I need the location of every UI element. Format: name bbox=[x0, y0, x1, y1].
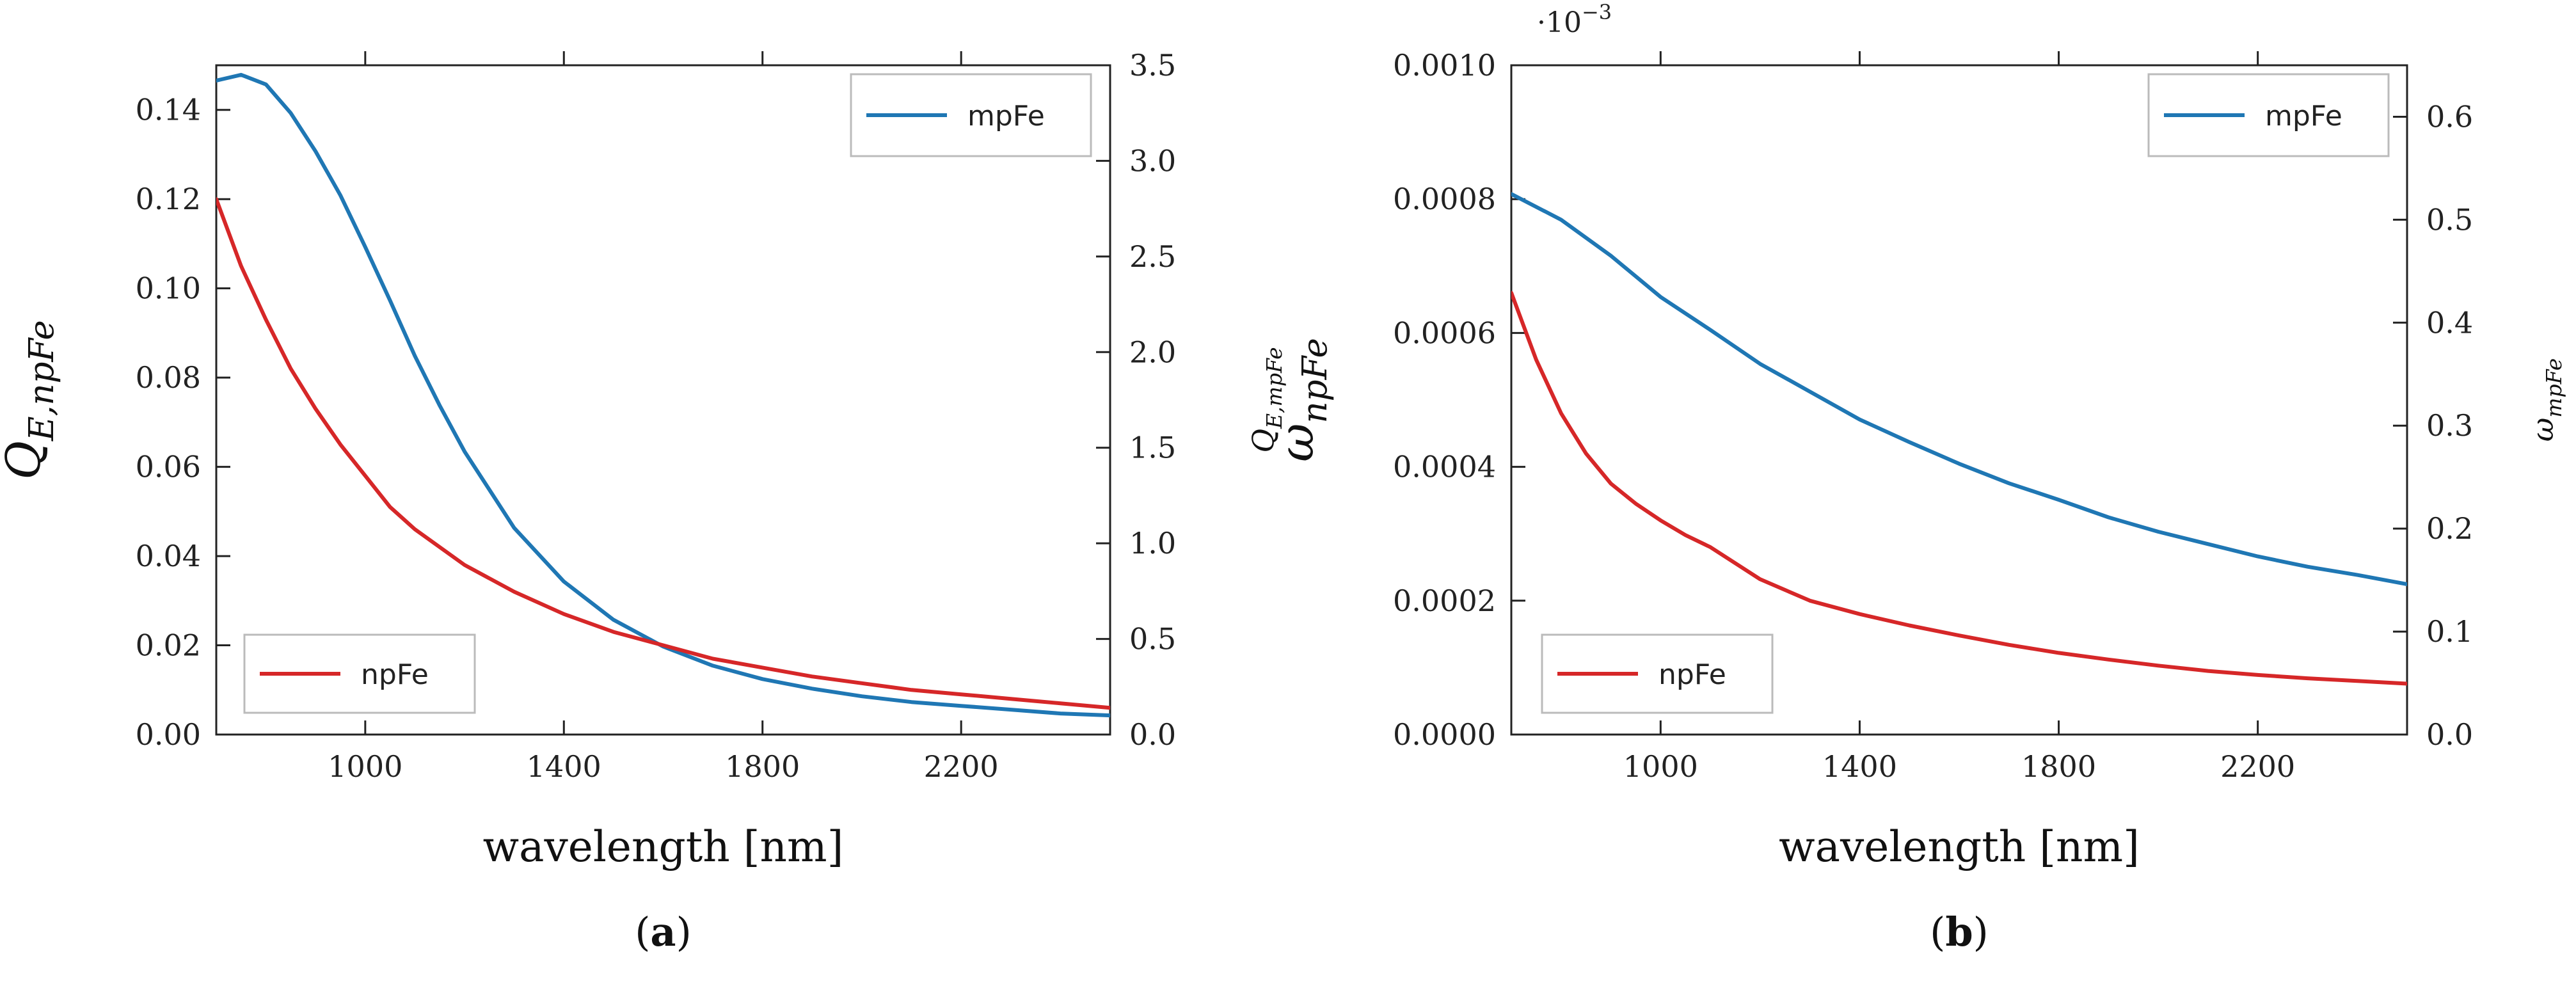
y-right-tick-label: 3.5 bbox=[1129, 48, 1176, 83]
x-axis-label: wavelength [nm] bbox=[1779, 822, 2140, 871]
series-line-mpFe bbox=[216, 72, 1110, 718]
plot-frame bbox=[1510, 64, 2408, 736]
panel-caption: (a) bbox=[635, 909, 692, 955]
y-left-axis-label: QE,npFe bbox=[0, 320, 61, 480]
y-left-tick-label: 0.0002 bbox=[1393, 584, 1496, 618]
y-left-axis-label-subscript: E,npFe bbox=[22, 320, 61, 441]
y-left-axis-label-symbol: Q bbox=[0, 441, 51, 480]
y-right-tick-label: 0.3 bbox=[2426, 408, 2473, 443]
y-right-tick-label: 2.5 bbox=[1129, 239, 1176, 274]
panel-caption-letter: a bbox=[650, 909, 676, 955]
y-left-tick-label: 0.0008 bbox=[1393, 182, 1496, 216]
y-right-tick-label: 0.2 bbox=[2426, 511, 2473, 546]
y-right-tick-label: 0.5 bbox=[1129, 622, 1176, 656]
x-tick-label: 1400 bbox=[527, 749, 601, 784]
y-right-tick-label: 0.5 bbox=[2426, 202, 2473, 237]
y-right-tick-label: 0.0 bbox=[1129, 717, 1176, 752]
legend-label-npFe: npFe bbox=[361, 658, 429, 691]
y-left-tick-label: 0.10 bbox=[136, 271, 201, 306]
y-right-tick-label: 3.0 bbox=[1129, 143, 1176, 178]
x-tick-label: 1000 bbox=[1623, 749, 1698, 784]
legend-label-mpFe: mpFe bbox=[967, 100, 1045, 132]
axis-multiplier: ·10−3 bbox=[1537, 0, 1612, 39]
y-left-tick-label: 0.06 bbox=[136, 450, 201, 484]
y-left-tick-label: 0.04 bbox=[136, 539, 201, 573]
y-right-tick-label: 0.6 bbox=[2426, 99, 2473, 134]
panel-caption-open: ( bbox=[635, 909, 650, 955]
y-left-tick-label: 0.0000 bbox=[1393, 717, 1496, 752]
panel-b: 1000 1400 1800 2200 0.0000 0.0002 0.0004 0.0006… bbox=[1269, 0, 2566, 955]
x-tick-label: 1800 bbox=[2021, 749, 2096, 784]
y-left-axis-label-symbol: ω bbox=[1269, 423, 1324, 461]
panel-caption-close: ) bbox=[1973, 909, 1989, 955]
x-tick-label: 1800 bbox=[725, 749, 800, 784]
series-line-npFe bbox=[216, 197, 1110, 710]
y-left-tick-label: 0.0006 bbox=[1393, 315, 1496, 350]
y-right-tick-label: 1.0 bbox=[1129, 526, 1176, 561]
y-right-axis-label-symbol: Q bbox=[1246, 429, 1280, 453]
y-left-tick-label: 0.12 bbox=[136, 182, 201, 216]
y-right-axis-label: QE,mpFe bbox=[1246, 347, 1287, 452]
y-right-axis-label-subscript: E,mpFe bbox=[1262, 347, 1287, 429]
panel-caption: (b) bbox=[1930, 909, 1989, 955]
y-right-axis-label-symbol: ω bbox=[2525, 418, 2560, 442]
axis-multiplier-exponent: −3 bbox=[1582, 0, 1612, 24]
legend-label-npFe: npFe bbox=[1658, 658, 1726, 691]
x-axis-label: wavelength [nm] bbox=[483, 822, 844, 871]
series-line-npFe bbox=[1511, 290, 2407, 686]
plot-frame bbox=[215, 64, 1111, 736]
panel-caption-open: ( bbox=[1930, 909, 1945, 955]
y-left-tick-label: 0.00 bbox=[136, 717, 201, 752]
panel-caption-letter: b bbox=[1945, 909, 1973, 955]
y-left-tick-label: 0.14 bbox=[136, 93, 201, 127]
y-right-tick-label: 0.1 bbox=[2426, 614, 2473, 649]
y-left-tick-label: 0.08 bbox=[136, 360, 201, 395]
y-right-tick-label: 2.0 bbox=[1129, 335, 1176, 369]
panel-a: 1000 1400 1800 2200 0.00 0.02 0.04 0.06 0.08 0.10… bbox=[0, 48, 1287, 955]
x-tick-label: 1000 bbox=[328, 749, 402, 784]
y-right-axis-label: ωmpFe bbox=[2525, 358, 2566, 442]
y-right-axis-label-subscript: mpFe bbox=[2541, 358, 2566, 418]
x-tick-label: 2200 bbox=[2220, 749, 2295, 784]
y-left-tick-label: 0.02 bbox=[136, 628, 201, 663]
y-right-tick-label: 1.5 bbox=[1129, 431, 1176, 465]
legend-label-mpFe: mpFe bbox=[2265, 100, 2342, 132]
series-line-mpFe bbox=[1511, 192, 2407, 587]
y-left-tick-label: 0.0010 bbox=[1393, 48, 1496, 83]
y-right-tick-label: 0.4 bbox=[2426, 305, 2473, 340]
x-tick-label: 2200 bbox=[924, 749, 999, 784]
y-left-tick-label: 0.0004 bbox=[1393, 450, 1496, 484]
y-left-axis-label-subscript: npFe bbox=[1296, 338, 1335, 423]
y-right-tick-label: 0.0 bbox=[2426, 717, 2473, 752]
panel-caption-close: ) bbox=[676, 909, 692, 955]
x-tick-label: 1400 bbox=[1822, 749, 1897, 784]
y-left-axis-label: ωnpFe bbox=[1269, 338, 1335, 462]
axis-multiplier-base: ·10 bbox=[1537, 6, 1582, 39]
